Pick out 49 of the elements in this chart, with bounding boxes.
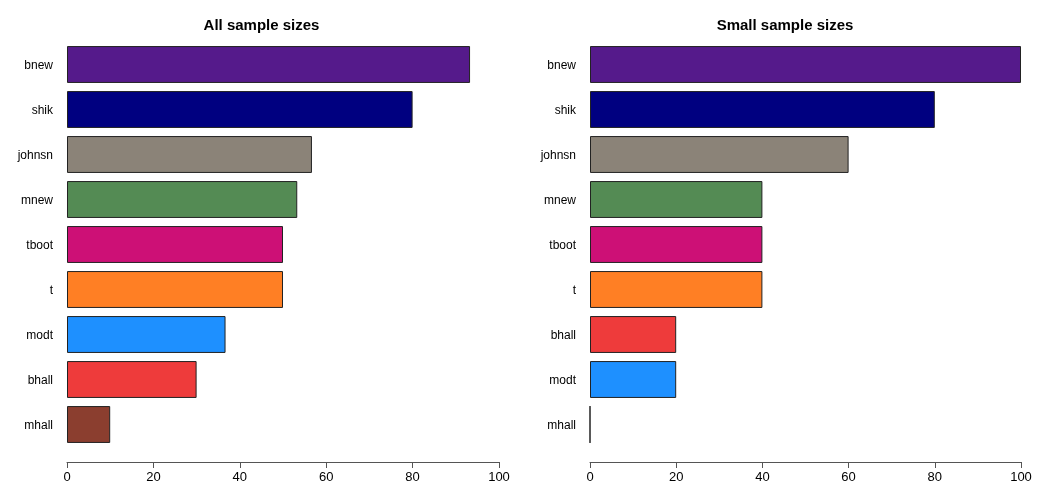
x-tick-label: 40 [755,469,770,484]
bar [67,181,298,218]
y-tick-label: mnew [20,192,54,207]
bar [590,91,935,128]
bar [67,316,226,353]
bar [590,181,763,218]
x-tick-label: 20 [146,469,161,484]
x-tick-label: 20 [668,469,684,484]
y-tick-label: johnsn [16,147,53,162]
y-tick-label: tboot [549,237,577,252]
y-tick-label: bnew [24,57,54,72]
x-tick-label: 100 [1010,469,1032,484]
bar [67,406,111,443]
y-tick-label: modt [26,327,54,342]
chart-title: All sample sizes [203,16,320,33]
y-tick-label: t [572,282,577,297]
x-tick-label: 0 [586,469,594,484]
x-tick-label: 60 [841,469,856,484]
bar [590,226,763,263]
x-tick-label: 80 [927,469,943,484]
y-tick-label: t [49,282,54,297]
x-tick-label: 40 [232,469,248,484]
y-tick-label: tboot [26,237,54,252]
y-tick-label: bhall [27,372,53,387]
chart-title: Small sample sizes [716,16,854,33]
bar [67,46,471,83]
bar [67,136,312,173]
bar [67,361,197,398]
y-tick-label: shik [554,102,577,117]
bar [67,226,283,263]
y-tick-label: bhall [550,327,576,342]
y-tick-label: mhall [547,417,576,432]
y-tick-label: mhall [24,417,53,432]
x-tick-label: 0 [63,469,71,484]
bar [590,46,1021,83]
y-tick-label: shik [31,102,54,117]
bar [590,271,763,308]
x-tick-label: 100 [488,469,510,484]
y-tick-label: mnew [543,192,577,207]
bar [590,361,677,398]
bar [67,91,413,128]
x-tick-label: 60 [318,469,334,484]
y-tick-label: modt [549,372,577,387]
bar [67,271,283,308]
bar [590,136,849,173]
x-tick-label: 80 [405,469,420,484]
y-tick-label: bnew [547,57,577,72]
y-tick-label: johnsn [539,147,576,162]
bar [590,316,677,353]
